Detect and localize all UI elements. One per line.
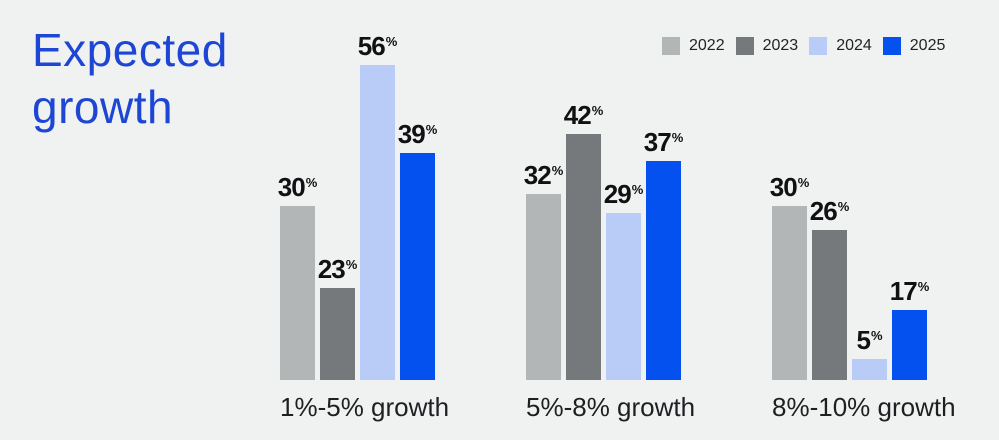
bar-group: 30% 26% 5% 17% 8%-10% growth <box>769 172 956 422</box>
category-label: 8%-10% growth <box>772 392 956 422</box>
bar-value-label: 42% <box>563 100 604 130</box>
legend-item-label: 2025 <box>909 37 946 54</box>
bar-cell: 39% <box>397 119 438 380</box>
bar-cell: 30% <box>769 172 810 380</box>
bar-value-label: 30% <box>769 172 810 202</box>
bar-2024 <box>852 359 887 380</box>
legend: 2022 2023 2024 2025 <box>662 37 945 55</box>
legend-item-label: 2024 <box>836 37 872 54</box>
bar-cell: 5% <box>852 325 887 380</box>
bar-2022 <box>772 206 807 380</box>
bar-2024 <box>360 65 395 380</box>
bar-group: 30% 23% 56% 39% 1%-5% growth <box>277 31 449 422</box>
legend-item-2023: 2023 <box>735 37 799 55</box>
bar-2023 <box>320 288 355 380</box>
legend-item-label: 2023 <box>762 37 799 54</box>
legend-item-label: 2022 <box>689 37 725 54</box>
legend-item-2025: 2025 <box>882 37 946 55</box>
bar-cell: 42% <box>563 100 604 380</box>
bar-value-label: 23% <box>317 254 358 284</box>
legend-swatch-2023 <box>735 37 754 55</box>
legend-swatch-2022 <box>662 37 680 55</box>
category-label: 1%-5% growth <box>280 392 450 422</box>
bar-2025 <box>646 161 681 380</box>
bar-value-label: 56% <box>357 31 398 61</box>
bar-value-label: 37% <box>643 127 684 157</box>
category-label: 5%-8% growth <box>526 392 696 422</box>
bar-2022 <box>526 194 561 380</box>
bar-2024 <box>606 213 641 380</box>
bar-value-label: 17% <box>889 276 930 306</box>
bar-cell: 30% <box>277 172 318 380</box>
bar-2025 <box>892 310 927 380</box>
bar-value-label: 26% <box>809 196 850 226</box>
bar-cell: 17% <box>889 276 930 380</box>
legend-swatch-2025 <box>882 37 901 55</box>
bar-cell: 32% <box>523 160 564 380</box>
bar-2022 <box>280 206 315 380</box>
bar-2023 <box>812 230 847 380</box>
bar-value-label: 5% <box>856 325 883 355</box>
bar-2025 <box>400 153 435 380</box>
bar-cell: 23% <box>317 254 358 380</box>
bar-value-label: 30% <box>277 172 318 202</box>
chart-title-line-2: growth <box>32 81 174 133</box>
bar-value-label: 29% <box>603 179 644 209</box>
bar-2023 <box>566 134 601 380</box>
legend-swatch-2024 <box>809 37 828 55</box>
chart-title-line-1: Expected <box>32 24 228 76</box>
chart-title: Expected growth <box>32 22 228 136</box>
bar-group: 32% 42% 29% 37% 5%-8% growth <box>523 100 695 422</box>
legend-item-2024: 2024 <box>809 37 872 55</box>
bar-cell: 37% <box>643 127 684 380</box>
bar-cell: 29% <box>603 179 644 380</box>
bar-cell: 26% <box>809 196 850 380</box>
legend-item-2022: 2022 <box>662 37 725 55</box>
bar-cell: 56% <box>357 31 398 380</box>
bar-value-label: 39% <box>397 119 438 149</box>
bar-value-label: 32% <box>523 160 564 190</box>
